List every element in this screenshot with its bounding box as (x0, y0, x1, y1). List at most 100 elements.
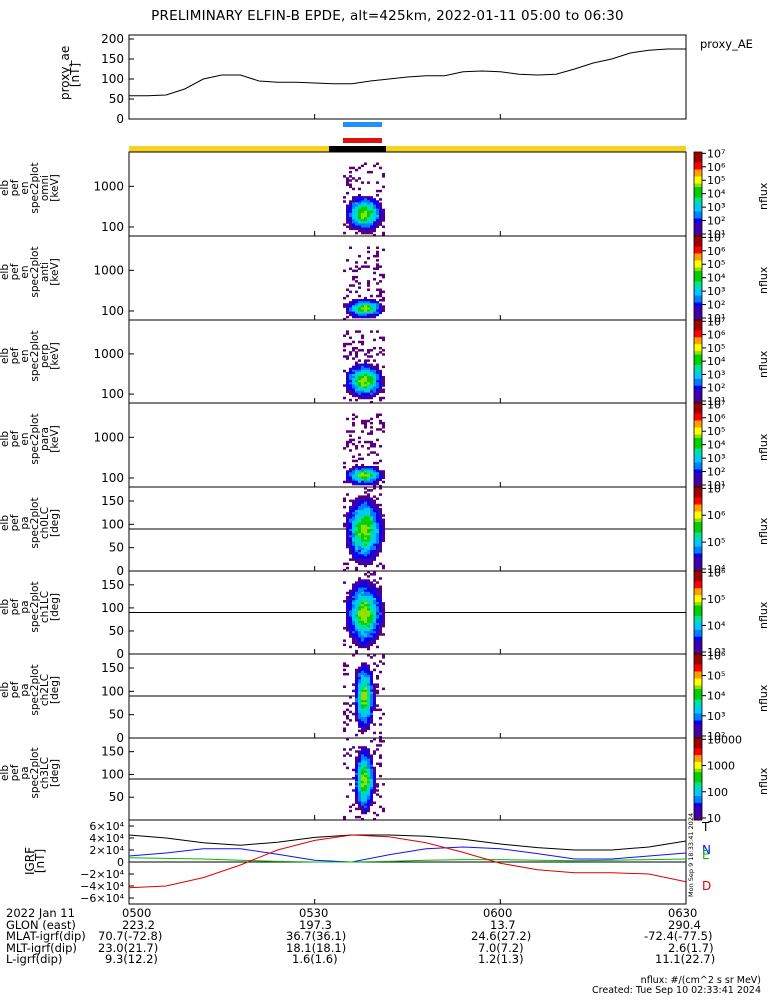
spectrogram-cell (373, 346, 376, 350)
spectrogram-cell (346, 430, 349, 433)
spectrogram-cell (376, 645, 379, 649)
colorbar-step (694, 424, 702, 428)
colorbar-step (694, 539, 702, 544)
spectrogram-cell (355, 556, 358, 559)
spectrogram-cell (370, 560, 373, 563)
spectrogram-cell (370, 556, 373, 559)
spectrogram-cell (367, 526, 370, 530)
spectrogram-cell (355, 531, 358, 534)
spectrogram-cell (373, 770, 376, 774)
spectrogram-cell (346, 294, 349, 298)
spectrogram-cell (367, 518, 370, 521)
spectrogram-cell (364, 696, 367, 699)
spectrogram-cell (361, 635, 364, 638)
colorbar-step (694, 406, 702, 411)
spectrogram-cell (349, 522, 352, 526)
spectrogram-cell (355, 774, 358, 778)
spectrogram-cell (367, 677, 370, 680)
spectrogram-cell (379, 520, 382, 524)
spectrogram-cell (367, 635, 370, 638)
spectrogram-cell (376, 482, 379, 486)
colorbar-step (694, 344, 702, 349)
spectrogram-cell (382, 656, 385, 659)
spectrogram-cell (349, 351, 352, 354)
spectrogram-cell (376, 550, 379, 553)
spectrogram-cell (355, 225, 358, 228)
spectrogram-cell (376, 785, 379, 788)
spectrogram-cell (349, 704, 352, 707)
spectrogram-cell (373, 629, 376, 632)
spectrogram-cell (346, 512, 349, 515)
spectrogram-cell (352, 614, 355, 618)
spectrogram-cell (373, 313, 376, 317)
spectrogram-cell (355, 550, 358, 553)
colorbar-step (694, 340, 702, 345)
spectrogram-cell (379, 398, 382, 402)
spectrogram-cell (355, 616, 358, 620)
spectrogram-cell (355, 394, 358, 398)
spectrogram-cell (382, 212, 385, 216)
spectrogram-cell (367, 748, 370, 751)
spectrogram-cell (379, 198, 382, 201)
spectrogram-cell (376, 514, 379, 517)
spectrogram-cell (355, 463, 358, 467)
spectrogram-cell (373, 791, 376, 794)
spectrogram-cell (373, 535, 376, 538)
spectrogram-cell (352, 552, 355, 555)
y-tick-label: 0 (116, 112, 124, 126)
spectrogram-cell (364, 768, 367, 772)
spectrogram-cell (367, 227, 370, 231)
spectrogram-cell (373, 591, 376, 595)
colorbar-step (694, 772, 702, 777)
spectrogram-cell (346, 622, 349, 626)
spectrogram-cell (349, 202, 352, 205)
spectrogram-cell (367, 202, 370, 205)
panel-frame-para (128, 402, 687, 488)
spectrogram-cell (358, 583, 361, 586)
spectrogram-cell (364, 776, 367, 780)
colorbar-step (694, 382, 702, 387)
spectrogram-cell (349, 185, 352, 189)
spectrogram-cell (361, 595, 364, 599)
colorbar-step (694, 661, 702, 665)
spectrogram-cell (361, 752, 364, 755)
spectrogram-cell (346, 315, 349, 319)
spectrogram-cell (370, 785, 373, 788)
spectrogram-cell (367, 208, 370, 212)
spectrogram-cell (346, 376, 349, 379)
spectrogram-cell (376, 518, 379, 521)
spectrogram-cell (352, 768, 355, 772)
orbit-value: 1.6(1.6) (292, 952, 338, 966)
colorbar-step (694, 501, 702, 505)
colorbar-step (694, 320, 702, 324)
spectrogram-cell (349, 595, 352, 599)
spectrogram-cell (349, 602, 352, 605)
y-tick-label: 50 (109, 541, 124, 555)
spectrogram-cell (376, 503, 379, 507)
spectrogram-cell (355, 200, 358, 203)
red-marker (343, 138, 382, 143)
spectrogram-cell (361, 225, 364, 228)
spectrogram-cell (376, 691, 379, 695)
spectrogram-cell (373, 731, 376, 735)
colorbar-step (694, 243, 702, 247)
spectrogram-cell (373, 390, 376, 394)
spectrogram-cell (352, 522, 355, 526)
spectrogram-cell (376, 472, 379, 475)
colorbar-step (694, 564, 702, 568)
spectrogram-cell (346, 600, 349, 603)
spectrogram-cell (370, 369, 373, 373)
colorbar-step (694, 392, 702, 397)
spectrogram-cell (361, 608, 364, 611)
colorbar-step (694, 598, 702, 603)
spectrogram-cell (352, 166, 355, 170)
spectrogram-cell (367, 472, 370, 475)
colorbar-step (694, 323, 702, 328)
spectrogram-cell (370, 593, 373, 597)
spectrogram-cell (361, 380, 364, 383)
spectrogram-cell (358, 612, 361, 615)
spectrogram-cell (382, 390, 385, 394)
spectrogram-cell (358, 194, 361, 197)
spectrogram-cell (379, 428, 382, 431)
